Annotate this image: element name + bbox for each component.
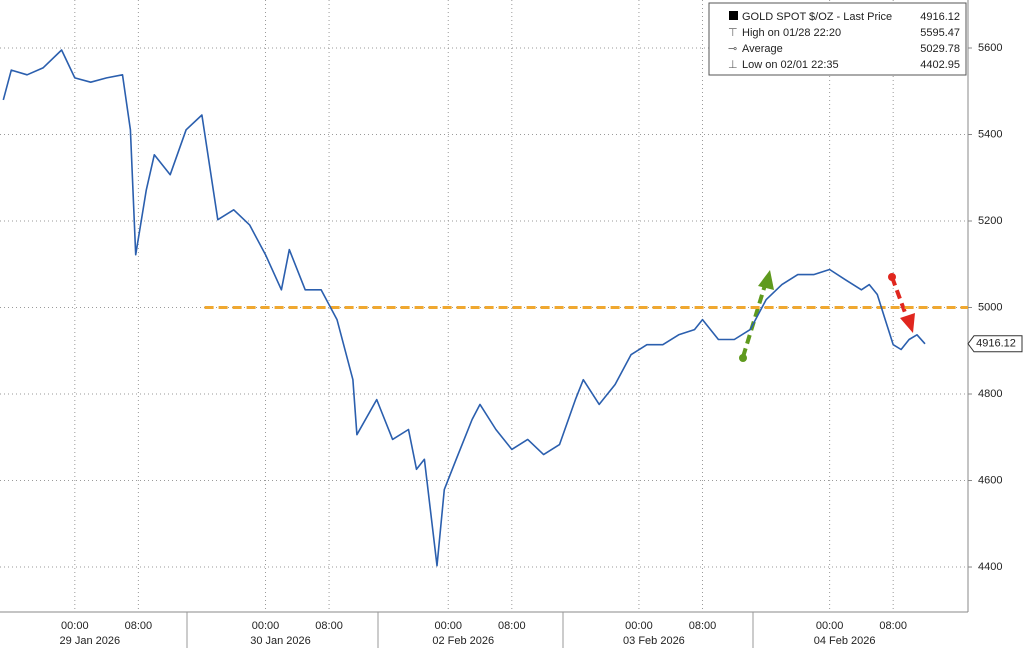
legend-label: High on 01/28 22:20	[742, 27, 841, 39]
x-tick-label: 00:00	[61, 620, 89, 632]
legend-label: GOLD SPOT $/OZ - Last Price	[742, 11, 892, 23]
arrow-head	[758, 270, 774, 290]
last-price-tag	[967, 335, 1023, 353]
x-tick-label: 08:00	[879, 620, 907, 632]
y-tick-label: 5000	[978, 301, 1002, 313]
legend: GOLD SPOT $/OZ - Last Price 4916.12 ⊤ Hi…	[708, 2, 967, 76]
arrow-head	[900, 313, 915, 333]
x-date-label: 02 Feb 2026	[432, 635, 494, 647]
y-tick-label: 4400	[978, 561, 1002, 573]
arrow-shaft	[890, 276, 909, 319]
legend-label: Low on 02/01 22:35	[742, 59, 839, 71]
legend-swatch	[729, 11, 738, 20]
y-tick-label: 5600	[978, 42, 1002, 54]
legend-value: 5595.47	[920, 27, 960, 39]
arrow-tail	[888, 273, 896, 281]
arrow-tail	[739, 354, 747, 362]
legend-box	[708, 2, 967, 76]
y-tick-label: 4600	[978, 474, 1002, 486]
day-separators	[186, 612, 754, 648]
y-tick-label: 5200	[978, 215, 1002, 227]
legend-icon: ⊥	[728, 59, 738, 71]
price-line	[2, 49, 926, 567]
y-tick-label: 4800	[978, 388, 1002, 400]
y-tick-label: 5400	[978, 128, 1002, 140]
legend-label: Average	[742, 43, 783, 55]
arrow-down	[888, 273, 915, 333]
legend-value: 4916.12	[920, 11, 960, 23]
x-tick-label: 08:00	[125, 620, 153, 632]
x-tick-label: 00:00	[625, 620, 653, 632]
legend-value: 4402.95	[920, 59, 960, 71]
x-date-label: 29 Jan 2026	[60, 635, 121, 647]
x-tick-label: 00:00	[252, 620, 280, 632]
legend-value: 5029.78	[920, 43, 960, 55]
x-date-label: 30 Jan 2026	[250, 635, 311, 647]
x-tick-label: 00:00	[434, 620, 462, 632]
x-tick-label: 08:00	[315, 620, 343, 632]
arrow-shaft	[741, 284, 767, 358]
legend-icon: ⊸	[728, 43, 737, 55]
x-date-label: 04 Feb 2026	[814, 635, 876, 647]
arrow-up	[739, 270, 774, 362]
x-date-label: 03 Feb 2026	[623, 635, 685, 647]
x-tick-label: 00:00	[816, 620, 844, 632]
legend-icon: ⊤	[728, 27, 738, 39]
x-tick-label: 08:00	[689, 620, 717, 632]
x-tick-label: 08:00	[498, 620, 526, 632]
last-price-label: 4916.12	[976, 338, 1016, 350]
